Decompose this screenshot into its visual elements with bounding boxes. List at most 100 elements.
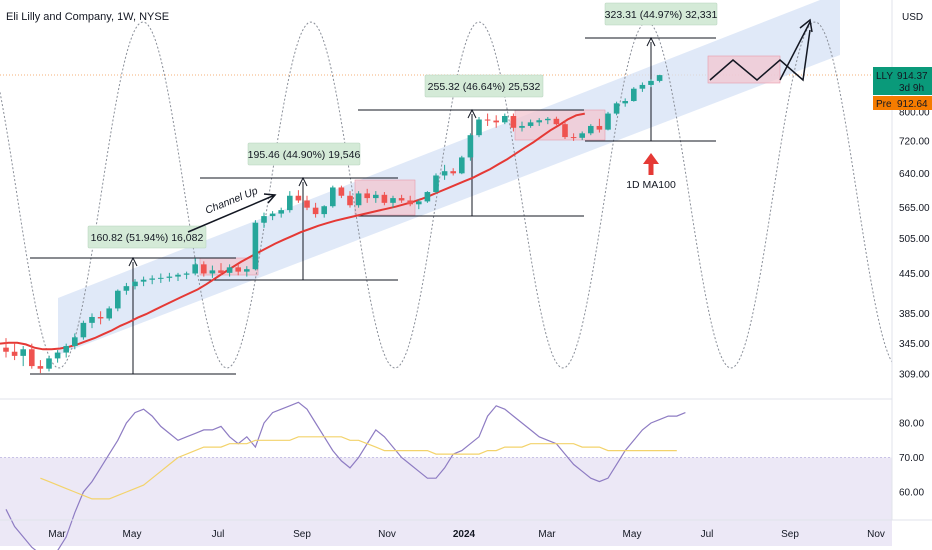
- candle: [166, 272, 173, 282]
- candle-body: [613, 103, 620, 114]
- candle: [175, 272, 181, 282]
- candle-body: [588, 125, 594, 134]
- candle-body: [502, 115, 508, 123]
- candle: [424, 191, 431, 203]
- candle-body: [269, 213, 276, 217]
- chart-title: Eli Lilly and Company, 1W, NYSE: [6, 11, 169, 23]
- price-tick-label: 385.00: [899, 309, 930, 320]
- channel-arrow-head: [263, 193, 277, 204]
- candle-body: [287, 195, 293, 211]
- candle: [201, 261, 207, 277]
- candle: [648, 79, 654, 88]
- measure-label-box: [247, 142, 361, 166]
- candle: [433, 173, 439, 194]
- candle-body: [407, 200, 413, 205]
- candle: [330, 185, 336, 208]
- candle: [579, 131, 585, 141]
- candle-body: [622, 101, 628, 104]
- candle: [355, 191, 362, 208]
- price-tick-label: 445.00: [899, 269, 930, 280]
- candle: [80, 320, 87, 340]
- measure-arrow: [467, 108, 477, 119]
- candle-body: [149, 278, 155, 280]
- candle-body: [545, 118, 551, 121]
- candle-body: [3, 347, 9, 352]
- time-tick-label: Nov: [867, 529, 885, 540]
- premarket-value: 912.64: [897, 99, 928, 110]
- channel-label: Channel Up: [204, 185, 260, 217]
- candle: [407, 195, 413, 207]
- candle-body: [424, 192, 431, 202]
- candle-body: [63, 346, 69, 353]
- time-tick-label: Sep: [293, 529, 311, 540]
- price-tick-label: 309.00: [899, 370, 930, 381]
- candle-body: [72, 337, 78, 347]
- candle: [467, 133, 474, 161]
- candle-body: [244, 269, 250, 272]
- candle: [123, 282, 130, 295]
- candle-body: [123, 286, 130, 291]
- candle: [261, 212, 267, 228]
- ma100-arrow-stem: [648, 163, 654, 175]
- last-price-ticker: LLY: [876, 71, 893, 82]
- candle-body: [11, 351, 18, 356]
- rsi-band: [0, 457, 892, 546]
- candle-body: [330, 187, 336, 207]
- candle-body: [398, 198, 405, 201]
- last-price-countdown: 3d 9h: [899, 83, 924, 94]
- candle-body: [132, 281, 138, 287]
- candle: [269, 211, 276, 221]
- time-tick-label: Sep: [781, 529, 799, 540]
- candle-body: [536, 120, 542, 123]
- candle: [622, 98, 628, 107]
- candle-body: [80, 322, 87, 338]
- candle: [398, 194, 405, 203]
- candle-body: [416, 201, 422, 205]
- candle-body: [390, 198, 396, 203]
- candle-body: [527, 122, 534, 126]
- candle-body: [192, 264, 198, 274]
- candle: [235, 264, 241, 276]
- candle: [89, 313, 95, 329]
- measure-label: 195.46 (44.90%) 19,546: [248, 149, 361, 161]
- ma100-label: 1D MA100: [626, 179, 676, 191]
- candle: [140, 276, 147, 287]
- candle: [562, 120, 568, 139]
- rsi-line: [5, 401, 686, 550]
- measure-label-box: [87, 225, 207, 249]
- candle-body: [467, 135, 474, 158]
- candle-body: [355, 193, 362, 206]
- candle: [476, 117, 482, 138]
- currency-label: USD: [902, 12, 923, 23]
- candle-body: [656, 75, 663, 81]
- candle-body: [261, 216, 267, 223]
- candle: [158, 273, 164, 283]
- candle: [46, 355, 52, 372]
- time-tick-label: 2024: [453, 529, 476, 540]
- candle-body: [510, 115, 517, 128]
- candle-body: [218, 270, 224, 273]
- candle-body: [201, 264, 207, 274]
- price-tick-label: 640.00: [899, 169, 930, 180]
- candle-body: [29, 349, 35, 367]
- candle-body: [459, 157, 465, 174]
- candle-body: [304, 200, 310, 208]
- candle: [639, 82, 646, 92]
- time-tick-label: Nov: [378, 529, 396, 540]
- candle: [510, 113, 517, 132]
- measure-label: 323.31 (44.97%) 32,331: [605, 9, 718, 21]
- candle: [312, 202, 319, 218]
- measure-arrow: [646, 36, 656, 47]
- candle-body: [175, 274, 181, 277]
- candle: [287, 191, 293, 213]
- candle-body: [484, 119, 491, 121]
- candle-body: [579, 133, 585, 138]
- candle: [226, 264, 233, 277]
- ma100-arrow-head: [643, 153, 659, 164]
- time-tick-label: Jul: [701, 529, 714, 540]
- candle: [321, 205, 327, 218]
- candle: [347, 191, 353, 208]
- candle-body: [476, 119, 482, 136]
- candle: [390, 195, 396, 208]
